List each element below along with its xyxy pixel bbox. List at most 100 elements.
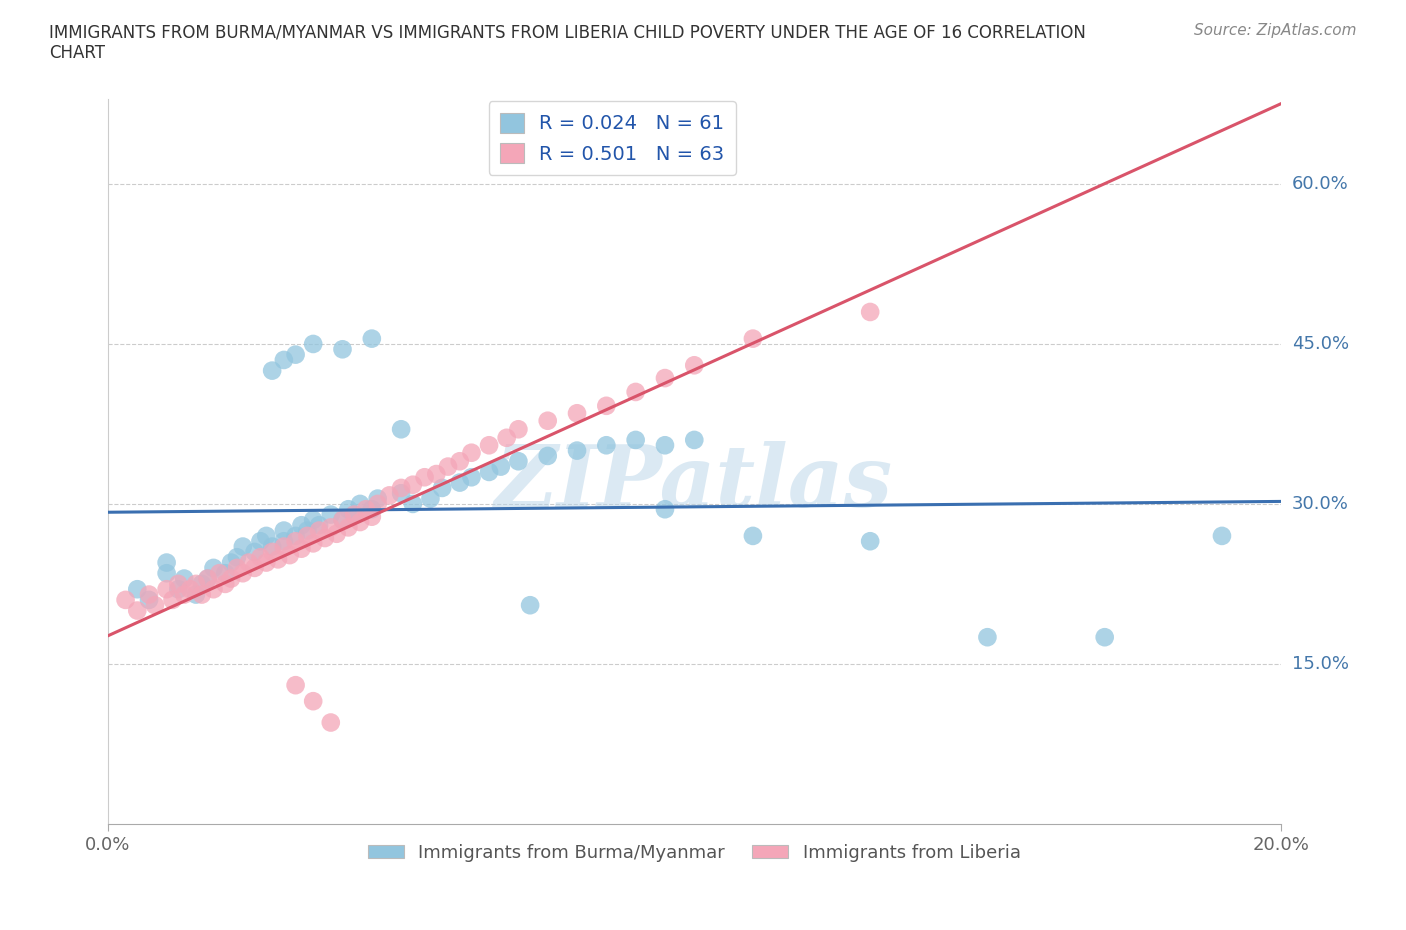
Point [460, 470, 482, 485]
Point [402, 497, 425, 512]
Point [284, 528, 307, 543]
Point [343, 507, 366, 522]
Point [197, 571, 219, 586]
Point [302, 694, 325, 709]
Point [302, 337, 325, 352]
Point [976, 630, 998, 644]
Point [249, 550, 271, 565]
Point [219, 571, 242, 586]
Point [184, 587, 207, 602]
Point [537, 448, 560, 463]
Point [290, 541, 312, 556]
Point [202, 582, 225, 597]
Text: 30.0%: 30.0% [1292, 495, 1348, 513]
Text: ZIPatlas: ZIPatlas [495, 441, 893, 525]
Point [337, 502, 360, 517]
Point [138, 587, 160, 602]
Point [173, 587, 195, 602]
Point [367, 491, 389, 506]
Point [243, 544, 266, 559]
Point [419, 491, 441, 506]
Point [742, 528, 765, 543]
Point [308, 524, 330, 538]
Point [449, 475, 471, 490]
Point [191, 587, 214, 602]
Point [226, 561, 249, 576]
Text: 45.0%: 45.0% [1292, 335, 1348, 353]
Point [167, 582, 190, 597]
Point [226, 550, 249, 565]
Point [478, 438, 501, 453]
Point [537, 413, 560, 428]
Point [273, 352, 295, 367]
Point [273, 534, 295, 549]
Point [184, 577, 207, 591]
Point [654, 502, 676, 517]
Point [179, 582, 201, 597]
Point [413, 470, 436, 485]
Text: IMMIGRANTS FROM BURMA/MYANMAR VS IMMIGRANTS FROM LIBERIA CHILD POVERTY UNDER THE: IMMIGRANTS FROM BURMA/MYANMAR VS IMMIGRA… [49, 23, 1085, 62]
Point [508, 422, 530, 437]
Point [284, 534, 307, 549]
Point [249, 534, 271, 549]
Point [332, 342, 354, 357]
Point [278, 548, 301, 563]
Point [337, 520, 360, 535]
Point [437, 459, 460, 474]
Point [349, 514, 371, 529]
Point [360, 331, 382, 346]
Point [360, 502, 382, 517]
Point [202, 561, 225, 576]
Point [319, 507, 342, 522]
Point [284, 347, 307, 362]
Point [114, 592, 136, 607]
Point [595, 398, 617, 413]
Point [297, 524, 319, 538]
Point [449, 454, 471, 469]
Point [127, 582, 149, 597]
Point [262, 544, 284, 559]
Point [238, 555, 260, 570]
Point [1094, 630, 1116, 644]
Point [232, 539, 254, 554]
Point [478, 464, 501, 479]
Point [173, 571, 195, 586]
Point [314, 531, 336, 546]
Point [208, 565, 231, 580]
Point [214, 577, 236, 591]
Point [565, 405, 588, 420]
Point [624, 384, 647, 399]
Point [425, 467, 447, 482]
Point [243, 561, 266, 576]
Point [302, 512, 325, 527]
Point [325, 526, 347, 541]
Point [127, 604, 149, 618]
Point [156, 555, 179, 570]
Point [683, 358, 706, 373]
Point [460, 445, 482, 460]
Point [389, 422, 412, 437]
Point [254, 528, 277, 543]
Point [262, 364, 284, 379]
Point [143, 598, 166, 613]
Point [262, 539, 284, 554]
Point [1211, 528, 1233, 543]
Point [489, 459, 512, 474]
Point [402, 477, 425, 492]
Point [214, 565, 236, 580]
Point [367, 497, 389, 512]
Point [302, 536, 325, 551]
Point [138, 592, 160, 607]
Point [742, 331, 765, 346]
Point [308, 518, 330, 533]
Point [349, 497, 371, 512]
Point [273, 524, 295, 538]
Point [389, 481, 412, 496]
Point [389, 485, 412, 500]
Point [232, 565, 254, 580]
Point [332, 512, 354, 527]
Point [156, 565, 179, 580]
Point [343, 507, 366, 522]
Point [290, 518, 312, 533]
Point [284, 678, 307, 693]
